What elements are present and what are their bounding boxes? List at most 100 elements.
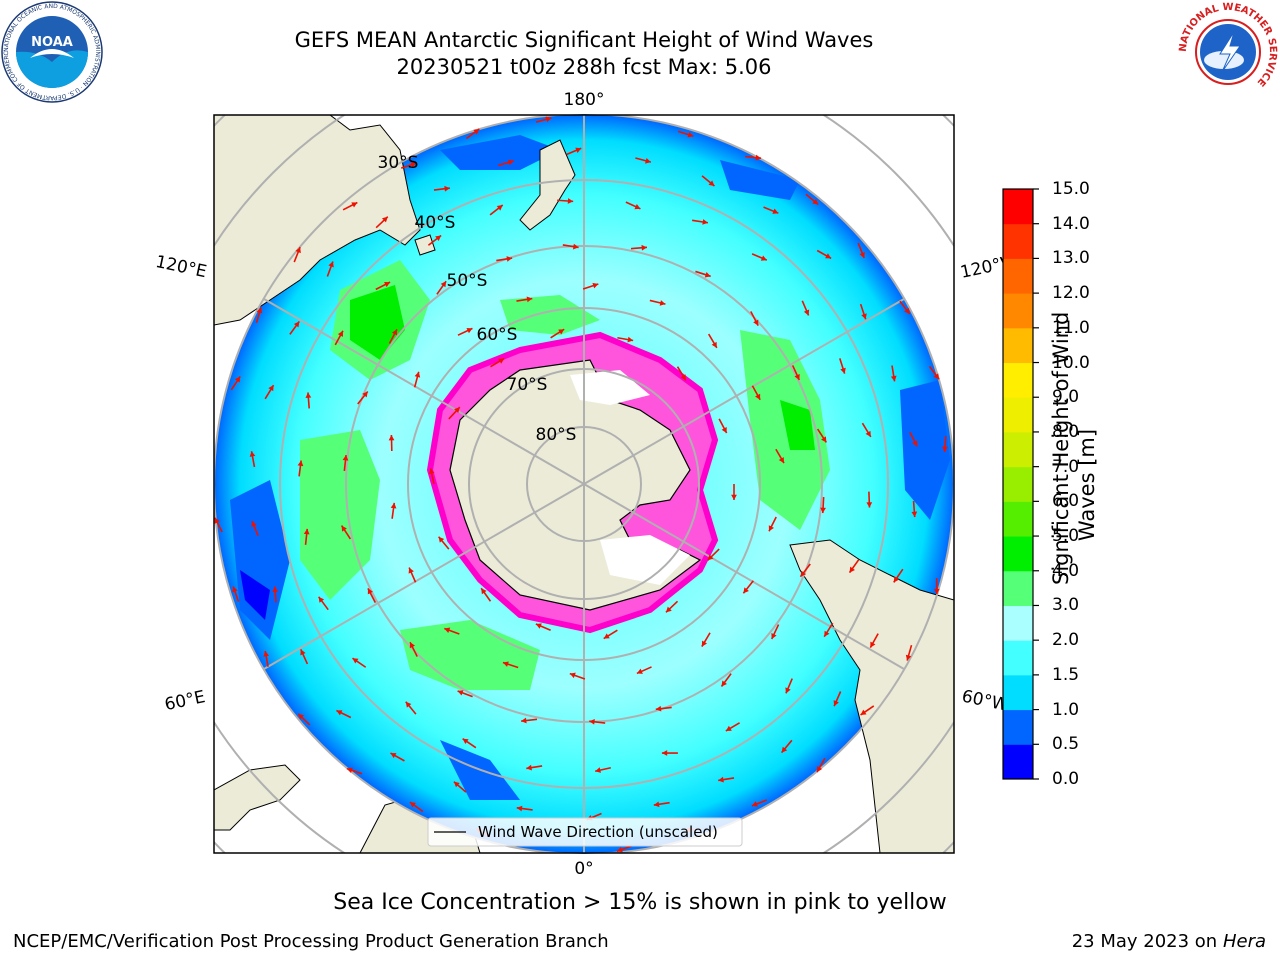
wave-direction-arrowhead xyxy=(641,244,647,251)
wave-direction-arrowhead xyxy=(408,567,414,574)
lat-label-50s: 50°S xyxy=(447,271,488,291)
wave-direction-arrowhead xyxy=(781,746,788,753)
wave-direction-arrowhead xyxy=(414,371,421,378)
colorbar-segment xyxy=(1003,293,1033,329)
wave-direction-arrowhead xyxy=(390,502,397,509)
wave-direction-arrowhead xyxy=(272,586,279,592)
wave-direction-arrowhead xyxy=(516,805,523,812)
wave-direction-arrowhead xyxy=(444,185,450,192)
wave-direction-arrowhead xyxy=(305,392,312,398)
wave-direction-arrowhead xyxy=(860,709,867,715)
wave-direction-arrowhead xyxy=(904,308,910,314)
colorbar-tick-label: 9.0 xyxy=(1052,387,1080,408)
wave-direction-arrowhead xyxy=(760,255,767,261)
nws-logo: NATIONAL WEATHER SERVICE xyxy=(1178,2,1278,102)
colorbar-segment xyxy=(1003,258,1033,294)
wave-direction-arrowhead xyxy=(362,391,368,398)
wave-direction-arrowhead xyxy=(725,725,732,731)
land-tasmania xyxy=(414,234,436,256)
colorbar-tick-label: 7.0 xyxy=(1052,456,1080,477)
colorbar-segment xyxy=(1003,189,1033,225)
wave-direction-arrowhead xyxy=(751,801,758,807)
colorbar-border xyxy=(1002,188,1034,780)
wave-direction-arrowhead xyxy=(861,313,867,320)
wave-direction-arrowhead xyxy=(506,256,513,262)
wave-direction-arrowhead xyxy=(905,654,912,661)
colorbar-segment xyxy=(1003,709,1033,745)
wave-direction-arrowhead xyxy=(661,750,668,756)
wave-direction-arrowhead xyxy=(893,576,900,583)
wave-direction-arrowhead xyxy=(440,281,447,288)
colorbar xyxy=(1002,188,1039,780)
colorbar-tick-label: 12.0 xyxy=(1052,283,1090,304)
wave-direction-arrowhead xyxy=(405,701,412,708)
wave-direction-arrowhead xyxy=(214,517,220,524)
wave-direction-arrowhead xyxy=(653,801,660,808)
colorbar-segment xyxy=(1003,397,1033,433)
wave-direction-arrowhead xyxy=(558,329,565,335)
footer-credit: NCEP/EMC/Verification Post Processing Pr… xyxy=(13,931,609,952)
wave-direction-arrowhead xyxy=(933,373,940,380)
wave-direction-arrowhead xyxy=(912,440,918,447)
wave-direction-arrowhead xyxy=(251,521,257,527)
colorbar-segment xyxy=(1003,605,1033,641)
lat-label-40s: 40°S xyxy=(415,213,456,233)
lon-label-0: 0° xyxy=(574,859,593,879)
wave-direction-arrowhead xyxy=(409,642,415,649)
wave-direction-arrowhead xyxy=(367,588,373,595)
wave-direction-arrowhead xyxy=(616,846,623,853)
wave-direction-arrowhead xyxy=(298,713,305,720)
land-new-zealand xyxy=(519,139,576,231)
wave-direction-arrowhead xyxy=(785,687,791,694)
wave-direction-arrowhead xyxy=(812,198,819,205)
wave-direction-arrowhead xyxy=(680,374,686,381)
colorbar-segment xyxy=(1003,640,1033,676)
land-africa xyxy=(214,764,301,831)
colorbar-segment xyxy=(1003,466,1033,502)
wave-direction-arrowhead xyxy=(592,282,599,289)
wave-direction-arrowhead xyxy=(890,375,897,382)
colorbar-tick-label: 4.0 xyxy=(1052,560,1080,581)
lon-label-60e: 60°E xyxy=(163,687,207,715)
wave-direction-arrowhead xyxy=(526,296,533,303)
colorbar-tick-label: 13.0 xyxy=(1052,248,1090,269)
footer-system: Hera xyxy=(1222,931,1266,952)
wave-direction-arrowhead xyxy=(702,219,708,225)
map-frame xyxy=(213,114,955,854)
wave-direction-arrowhead xyxy=(507,159,514,166)
colorbar-tick-label: 14.0 xyxy=(1052,213,1090,234)
wave-direction-arrowhead xyxy=(800,570,806,577)
wave-direction-arrowhead xyxy=(342,455,349,461)
wave-direction-arrowhead xyxy=(293,321,300,328)
wave-direction-arrowhead xyxy=(817,766,823,773)
wave-direction-arrowhead xyxy=(438,536,445,543)
wave-direction-arrowhead xyxy=(466,328,473,334)
colorbar-tick-label: 1.0 xyxy=(1052,699,1080,720)
wave-direction-arrowhead xyxy=(498,358,505,364)
wave-direction-arrowhead xyxy=(711,341,717,348)
graticule xyxy=(214,115,954,853)
wave-direction-arrowhead xyxy=(336,710,343,716)
wave-direction-arrowhead xyxy=(659,300,666,306)
wave-direction-arrowhead xyxy=(381,216,388,223)
lon-label-120e: 120°E xyxy=(154,252,209,282)
colorbar-tick-label: 11.0 xyxy=(1052,317,1090,338)
wave-direction-arrowhead xyxy=(535,623,542,629)
wave-direction-arrowhead xyxy=(454,407,460,414)
wave-direction-arrowhead xyxy=(721,427,727,434)
wave-direction-arrowhead xyxy=(603,633,610,639)
wave-direction-arrowhead xyxy=(496,205,503,211)
wave-direction-arrowhead xyxy=(942,446,948,453)
wave-direction-arrowhead xyxy=(636,668,643,674)
wave-direction-arrowhead xyxy=(346,767,353,774)
colorbar-tick-label: 2.0 xyxy=(1052,630,1080,651)
wave-direction-arrowhead xyxy=(866,502,873,508)
wave-direction-arrowhead xyxy=(481,588,487,595)
wave-direction-arrowhead xyxy=(772,208,779,214)
wave-direction-arrowhead xyxy=(645,158,651,164)
colorbar-segment xyxy=(1003,501,1033,537)
wave-direction-arrowhead xyxy=(731,494,737,500)
wave-direction-arrowhead xyxy=(634,203,641,210)
ice-shelf-weddell xyxy=(600,535,690,585)
lat-label-80s: 80°S xyxy=(536,425,577,445)
